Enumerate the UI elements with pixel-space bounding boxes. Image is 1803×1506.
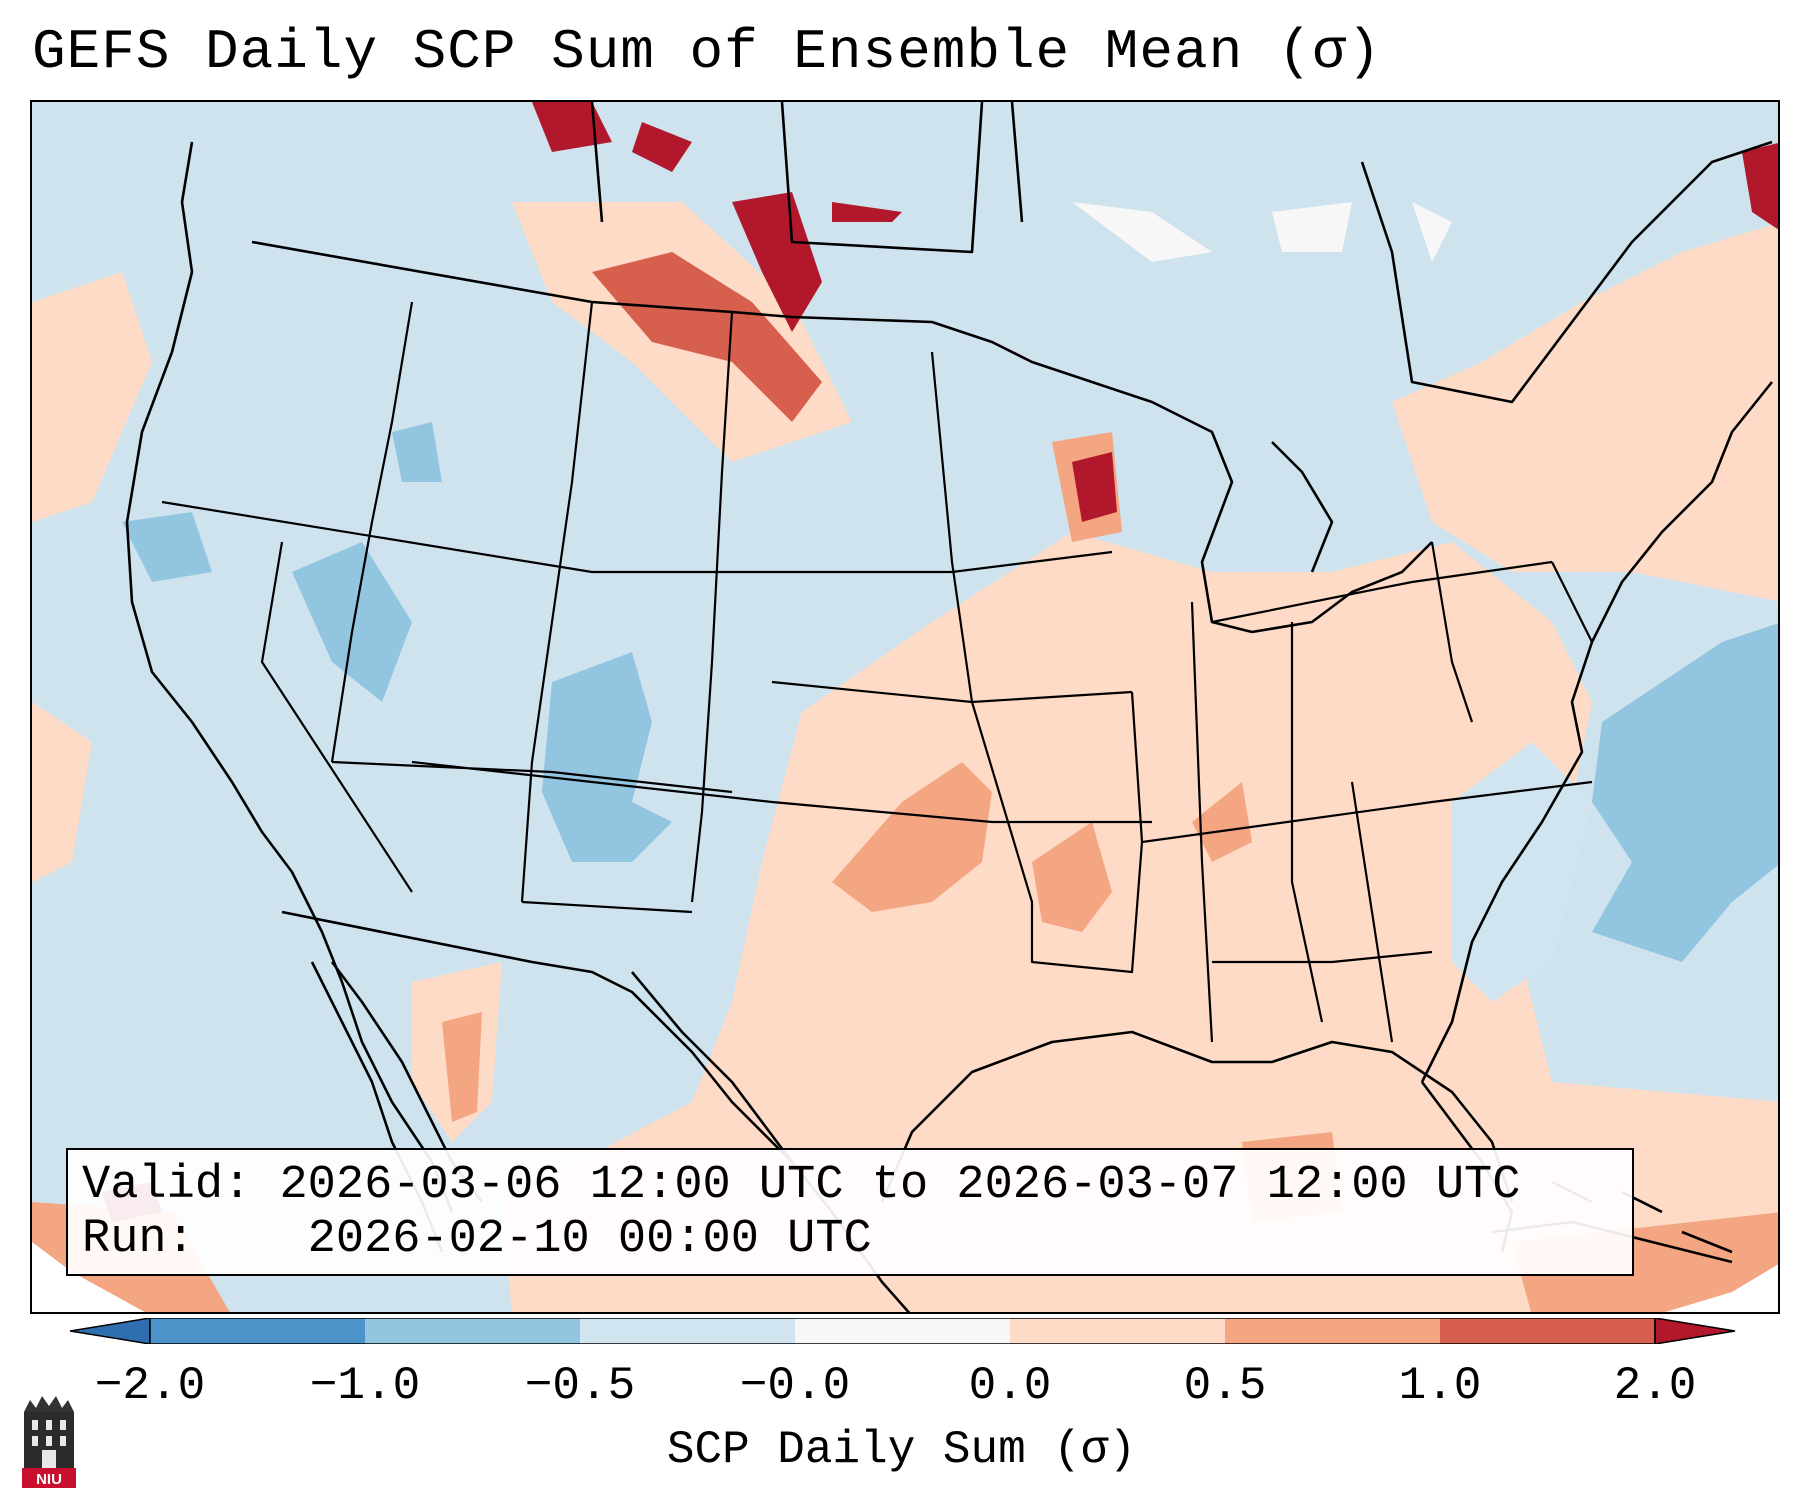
mexico-border (281, 910, 793, 1163)
colorbar-tick-label: 0.5 (1183, 1360, 1267, 1412)
atlantic-coastline (1420, 381, 1774, 1083)
colorbar-tick-label: 0.0 (968, 1360, 1052, 1412)
positive-anomaly-northern-plains (592, 252, 822, 422)
state-lines (161, 301, 1593, 1043)
colorbar-segment-05-1 (1225, 1318, 1440, 1344)
positive-anomaly-southeast (502, 532, 1778, 1312)
run-time: 2026-02-10 00:00 UTC (307, 1213, 872, 1266)
logo-text: NIU (36, 1471, 62, 1488)
canada-us-border (251, 240, 1093, 384)
colorbar-segment-1-2 (1440, 1318, 1655, 1344)
colorbar-tick-label: −1.0 (309, 1360, 421, 1412)
colorbar-segment-0-05 (1010, 1318, 1225, 1344)
anomaly-field (32, 102, 1778, 1312)
colorbar-extend-high (1654, 1318, 1736, 1344)
map-panel (30, 100, 1780, 1314)
map-title: GEFS Daily SCP Sum of Ensemble Mean (σ) (32, 20, 1382, 84)
colorbar-segment-neg05-0 (580, 1318, 795, 1344)
valid-label: Valid: (82, 1159, 252, 1212)
colorbar-title: SCP Daily Sum (σ) (666, 1424, 1137, 1476)
positive-anomaly-plains (832, 762, 992, 912)
colorbar-tick-label: −2.0 (94, 1360, 206, 1412)
map-canvas (32, 102, 1778, 1312)
colorbar-segment-zero (795, 1318, 1010, 1344)
valid-run-info-box: Valid: 2026-03-06 12:00 UTC to 2026-03-0… (66, 1148, 1634, 1276)
colorbar-extend-low (70, 1318, 151, 1344)
colorbar-tick-label: 2.0 (1613, 1360, 1697, 1412)
colorbar-tick-label: −0.5 (524, 1360, 636, 1412)
pacific-coastline (125, 141, 454, 1213)
colorbar-tick-label: 1.0 (1398, 1360, 1482, 1412)
negative-anomaly-atlantic (1592, 623, 1778, 962)
run-label: Run: (82, 1213, 195, 1266)
negative-anomaly-west (542, 652, 672, 862)
coastlines-and-borders (125, 102, 1774, 1312)
valid-time-range: 2026-03-06 12:00 UTC to 2026-03-07 12:00… (279, 1159, 1521, 1212)
colorbar-tick-label: −0.0 (739, 1360, 851, 1412)
niu-logo-icon: NIU (22, 1396, 76, 1488)
colorbar (70, 1318, 1736, 1344)
colorbar-segment-neg1-neg05 (365, 1318, 580, 1344)
colorbar-segment-neg2-neg1 (150, 1318, 365, 1344)
